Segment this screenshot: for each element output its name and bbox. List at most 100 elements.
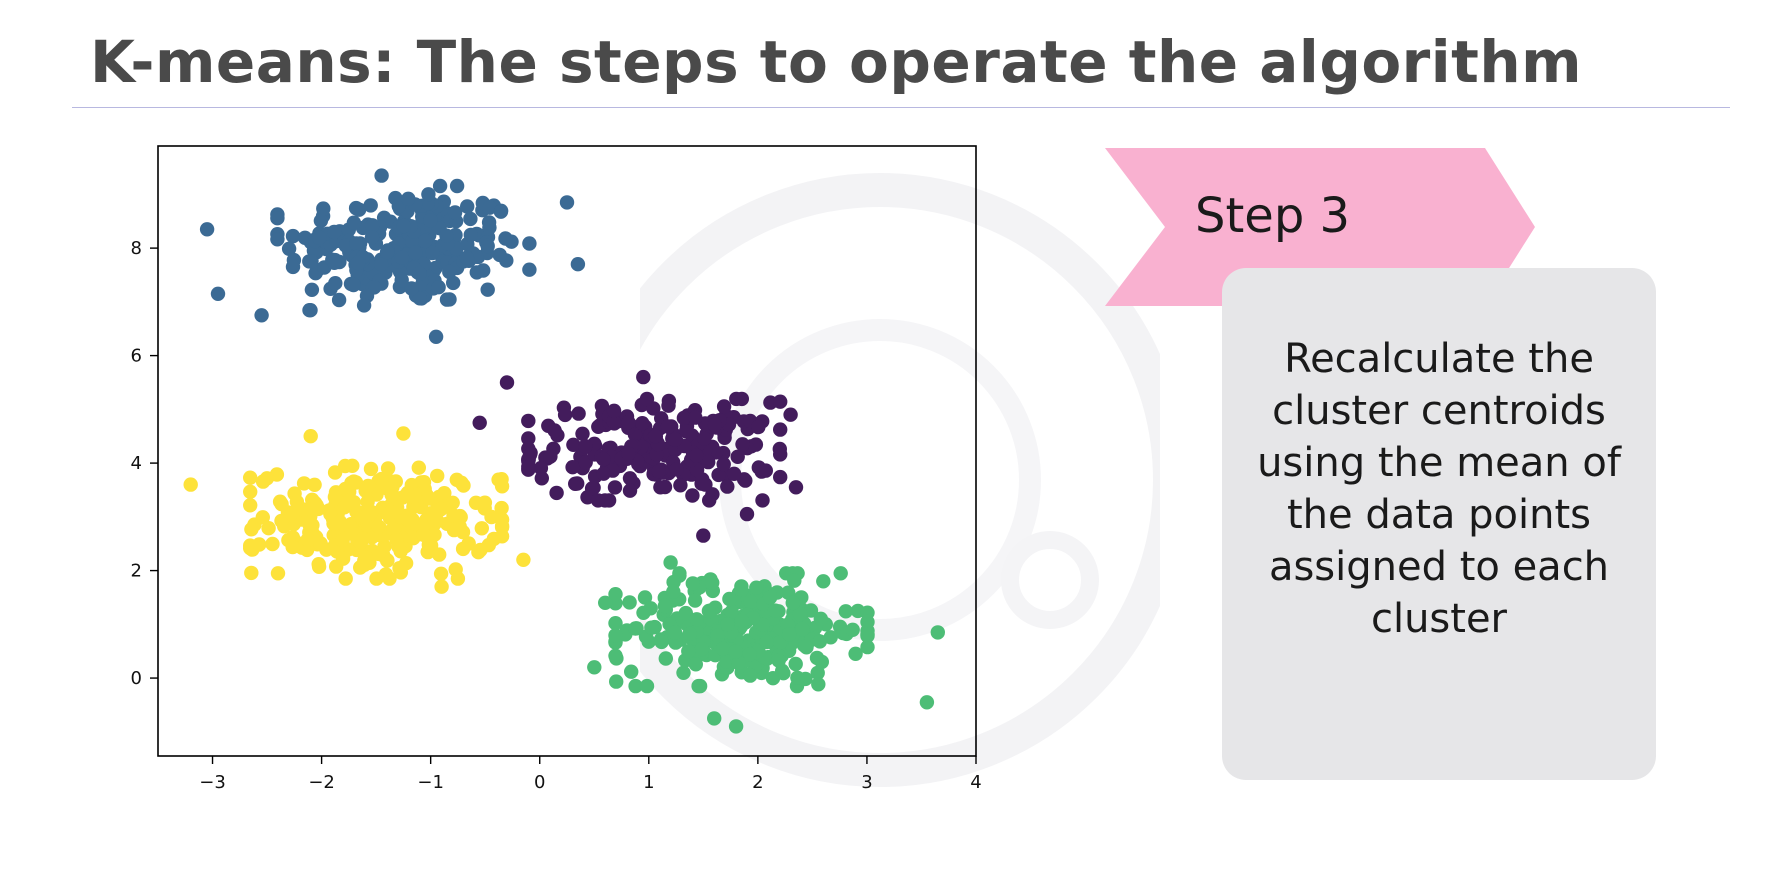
scatter-point-cluster-3 <box>296 476 312 491</box>
scatter-point-cluster-3 <box>385 487 400 502</box>
scatter-point-cluster-3 <box>382 571 397 586</box>
scatter-point-cluster-4 <box>715 641 730 657</box>
scatter-point-cluster-1 <box>447 205 463 220</box>
scatter-point-cluster-4 <box>658 651 673 666</box>
scatter-point-cluster-1 <box>421 187 436 202</box>
scatter-point-cluster-4 <box>762 590 778 605</box>
scatter-point-cluster-4 <box>743 594 758 609</box>
scatter-point-cluster-4 <box>742 647 757 662</box>
scatter-point-cluster-3 <box>380 461 396 476</box>
scatter-point-cluster-1 <box>481 215 497 230</box>
scatter-point-cluster-4 <box>848 646 863 661</box>
scatter-point-cluster-2 <box>578 439 593 454</box>
x-tick-label: 3 <box>861 772 872 793</box>
scatter-point-cluster-2 <box>734 391 749 407</box>
y-tick-label: 4 <box>131 453 142 474</box>
scatter-point-cluster-4 <box>628 678 643 694</box>
scatter-point-cluster-2 <box>773 422 788 437</box>
scatter-point-cluster-3 <box>338 571 353 586</box>
x-tick-label: −3 <box>199 772 226 793</box>
scatter-point-cluster-1 <box>480 282 495 297</box>
scatter-point-cluster-3 <box>432 547 447 562</box>
scatter-point-cluster-1 <box>394 272 409 288</box>
scatter-point-cluster-4 <box>719 654 734 669</box>
scatter-point-cluster-2 <box>751 419 766 435</box>
scatter-point-cluster-3 <box>422 491 437 506</box>
scatter-point-cluster-1 <box>459 250 475 265</box>
scatter-point-cluster-2 <box>730 449 745 464</box>
scatter-point-cluster-4 <box>598 595 613 610</box>
scatter-point-cluster-2 <box>571 406 586 421</box>
scatter-point-cluster-4 <box>701 603 717 619</box>
scatter-point-cluster-2 <box>622 471 638 486</box>
scatter-point-cluster-2 <box>755 493 770 508</box>
scatter-point-cluster-2 <box>701 454 716 470</box>
x-tick-label: 4 <box>970 772 981 793</box>
scatter-point-cluster-4 <box>734 613 750 628</box>
scatter-point-cluster-1 <box>210 286 226 301</box>
scatter-point-cluster-1 <box>302 303 317 318</box>
scatter-point-cluster-1 <box>270 211 285 226</box>
scatter-point-cluster-3 <box>327 489 343 505</box>
title-divider <box>72 107 1730 108</box>
scatter-point-cluster-4 <box>833 566 848 581</box>
scatter-point-cluster-4 <box>667 625 683 640</box>
y-tick-label: 8 <box>131 238 142 259</box>
scatter-point-cluster-1 <box>463 211 478 227</box>
scatter-point-cluster-4 <box>811 677 826 692</box>
scatter-point-cluster-2 <box>522 447 538 462</box>
scatter-point-cluster-1 <box>522 262 537 277</box>
scatter-point-cluster-1 <box>425 245 440 261</box>
scatter-point-cluster-4 <box>782 627 797 642</box>
scatter-point-cluster-2 <box>636 369 651 385</box>
scatter-point-cluster-3 <box>416 527 431 542</box>
scatter-point-cluster-1 <box>404 281 419 296</box>
scatter-point-cluster-2 <box>584 481 600 496</box>
scatter-point-cluster-4 <box>608 587 623 602</box>
scatter-point-cluster-4 <box>813 611 828 626</box>
scatter-point-cluster-3 <box>516 552 531 567</box>
scatter-point-cluster-4 <box>682 626 697 641</box>
scatter-point-cluster-4 <box>622 595 637 610</box>
scatter-point-cluster-1 <box>379 244 395 260</box>
x-axis: −3 −2 −1 0 1 2 3 4 <box>199 756 982 793</box>
scatter-point-cluster-3 <box>243 470 258 485</box>
scatter-point-cluster-4 <box>691 678 706 694</box>
scatter-point-cluster-1 <box>351 202 367 217</box>
scatter-point-cluster-4 <box>654 634 669 650</box>
scatter-point-cluster-2 <box>676 410 692 426</box>
scatter-point-cluster-1 <box>408 245 423 260</box>
scatter-point-cluster-1 <box>423 213 438 228</box>
y-tick-label: 2 <box>131 561 142 582</box>
scatter-point-cluster-2 <box>570 476 585 491</box>
scatter-point-cluster-1 <box>463 227 478 243</box>
scatter-point-cluster-4 <box>724 604 739 619</box>
step-label: Step 3 <box>1195 188 1351 244</box>
scatter-point-cluster-3 <box>313 536 328 551</box>
scatter-point-cluster-1 <box>304 282 320 297</box>
scatter-point-cluster-4 <box>722 591 737 607</box>
scatter-point-cluster-3 <box>304 502 319 517</box>
scatter-point-cluster-2 <box>622 483 638 498</box>
scatter-point-cluster-2 <box>696 528 711 543</box>
scatter-point-cluster-4 <box>663 555 678 570</box>
scatter-point-cluster-4 <box>720 617 735 632</box>
scatter-point-cluster-3 <box>477 495 493 510</box>
scatter-point-cluster-4 <box>734 582 749 597</box>
scatter-point-cluster-1 <box>350 255 366 271</box>
scatter-point-cluster-3 <box>400 512 415 527</box>
scatter-point-cluster-3 <box>307 477 322 492</box>
scatter-point-cluster-2 <box>521 431 536 446</box>
scatter-point-cluster-4 <box>767 603 783 618</box>
scatter-point-cluster-2 <box>499 375 515 390</box>
scatter-point-cluster-1 <box>442 264 457 280</box>
scatter-point-cluster-2 <box>758 463 773 478</box>
scatter-point-cluster-1 <box>431 280 446 295</box>
scatter-point-cluster-4 <box>587 660 602 675</box>
scatter-point-cluster-1 <box>331 292 347 308</box>
scatter-point-cluster-1 <box>401 191 416 206</box>
scatter-point-cluster-4 <box>644 620 659 635</box>
scatter-point-cluster-3 <box>274 496 289 512</box>
scatter-point-cluster-1 <box>559 195 575 210</box>
scatter-point-cluster-2 <box>543 449 558 464</box>
